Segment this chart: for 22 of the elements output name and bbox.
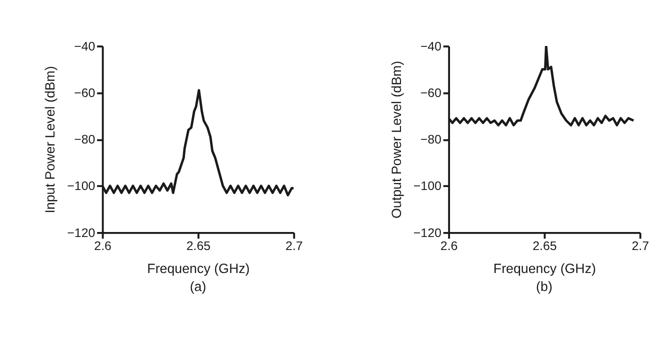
y-tick-label: −40 <box>74 39 96 54</box>
x-tick-label: 2.7 <box>285 239 303 254</box>
x-tick-label: 2.65 <box>532 239 557 254</box>
y-tick-label: −40 <box>420 39 442 54</box>
y-tick-label: −120 <box>413 226 442 240</box>
y-axis-title: Input Power Level (dBm) <box>42 66 58 214</box>
x-tick-label: 2.7 <box>632 239 650 254</box>
text: (a) <box>190 278 206 294</box>
y-axis-title: Output Power Level (dBm) <box>388 60 404 218</box>
y-tick-label: −100 <box>413 179 442 194</box>
x-tick-label: 2.65 <box>186 239 211 254</box>
x-tick-label: 2.6 <box>94 239 112 254</box>
text: (b) <box>536 278 552 294</box>
y-tick-label: −60 <box>420 86 442 100</box>
y-tick-label: −120 <box>67 226 96 240</box>
x-axis-title: Frequency (GHz) <box>493 261 596 276</box>
y-tick-label: −100 <box>67 179 96 194</box>
y-tick-label: −60 <box>74 86 96 100</box>
y-tick-label: −80 <box>420 132 442 147</box>
x-axis-title: Frequency (GHz) <box>147 261 250 276</box>
y-tick-label: −80 <box>74 132 96 147</box>
x-tick-label: 2.6 <box>440 239 458 254</box>
